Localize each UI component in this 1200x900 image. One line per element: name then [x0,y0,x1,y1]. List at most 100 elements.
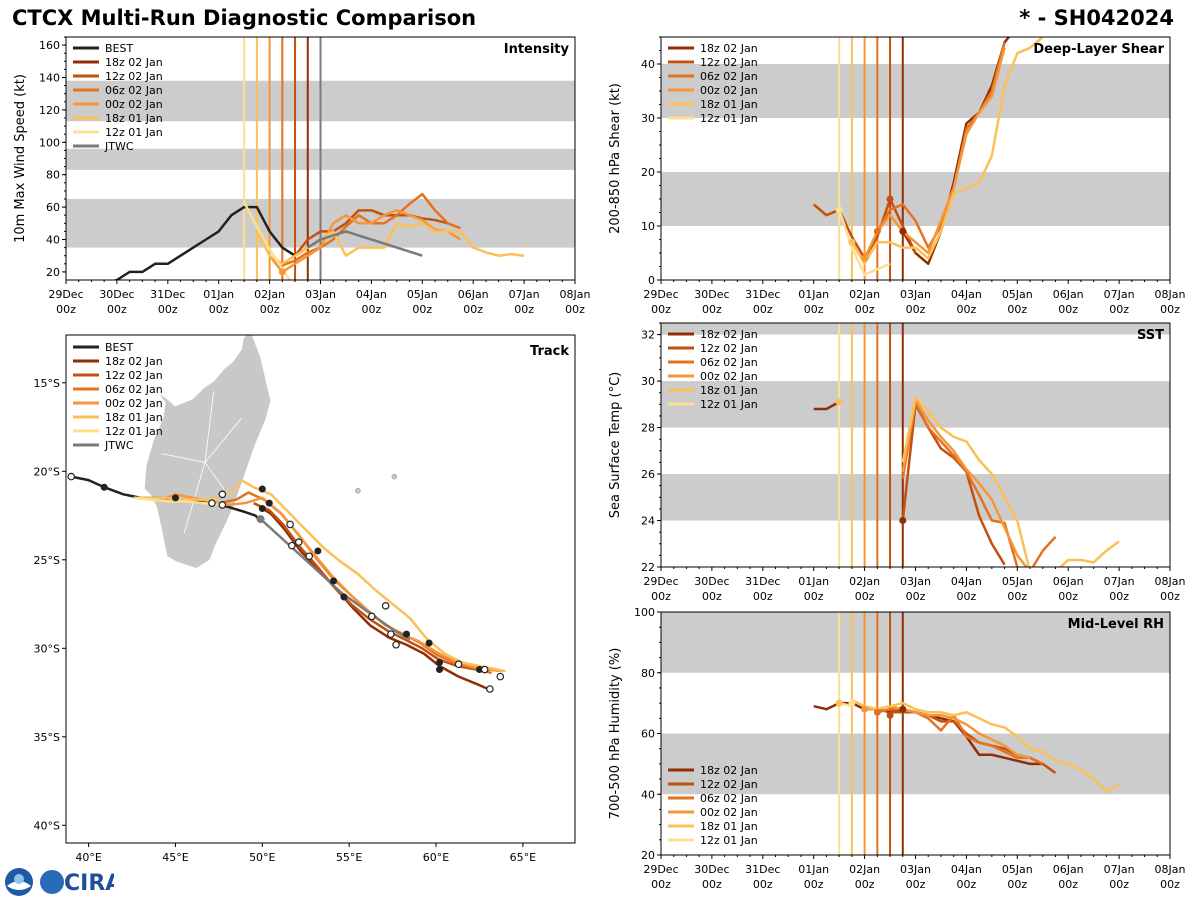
y-tick-label: 20 [641,166,655,179]
marker-18z-02-jan [899,517,907,525]
marker-00z-02-jan [278,268,286,276]
marker-18z-02-jan [899,705,907,713]
x-tick-hour: 00z [702,303,722,316]
series-line-00z-02-jan [863,47,1006,259]
shaded-band [661,612,1170,673]
x-tick-hour: 00z [957,590,977,603]
y-tick-label: 15°S [34,377,60,390]
y-tick-label: 28 [641,422,655,435]
legend-label-06z-02-jan: 06z 02 Jan [105,383,163,396]
admin-boundary [161,453,206,463]
x-tick-label: 07Jan [1104,575,1135,588]
track-point-open [208,499,216,507]
legend-label-12z-02-jan: 12z 02 Jan [105,369,163,382]
series-line-18z-01-jan [255,222,525,266]
x-tick-label: 06Jan [1053,575,1084,588]
x-tick-label: 29Dec [643,288,678,301]
y-tick-label: 40°S [34,819,60,832]
logo-text: CIRA [64,871,114,896]
y-tick-label: 40 [641,58,655,71]
track-point-filled [265,499,273,507]
sst-panel: 22 24 26 28 30 32 29Dec 00z 30Dec 00z 31Dec 00z 01Ja… [608,322,1185,603]
legend-label-00z-02-jan: 00z 02 Jan [700,84,758,97]
shaded-band [661,474,1170,521]
legend-label-jtwc: JTWC [104,439,134,452]
x-tick-label: 04Jan [951,863,982,876]
y-tick-label: 0 [648,274,655,287]
legend-label-18z-02-jan: 18z 02 Jan [700,764,758,777]
track-line-12z-01-jan [133,496,221,507]
track-point-filled [258,485,266,493]
y-tick-label: 80 [46,169,60,182]
x-tick-hour: 00z [855,303,875,316]
track-point-open [480,665,489,674]
series-line-18z-01-jan [851,698,1120,793]
series-line-00z-02-jan [901,398,1028,567]
admin-boundary [204,417,242,463]
x-tick-hour: 00z [1058,590,1078,603]
x-tick-hour: 00z [651,878,671,891]
legend-label-18z-01-jan: 18z 01 Jan [700,98,758,111]
x-tick-hour: 00z [753,878,773,891]
x-tick-hour: 00z [1160,303,1180,316]
legend-label-00z-02-jan: 00z 02 Jan [105,98,163,111]
x-tick-label: 40°E [75,851,101,864]
track-panel: 40°E 45°E 50°E 55°E 60°E 65°E 15°S 20°S 25°S 30°S… [34,334,576,864]
track-point-open [67,472,76,481]
island-reunion [355,488,361,494]
x-tick-hour: 00z [906,303,926,316]
admin-boundary [204,391,215,463]
x-tick-label: 04Jan [951,575,982,588]
y-tick-label: 20°S [34,465,60,478]
track-point-open [381,602,390,610]
legend-label-06z-02-jan: 06z 02 Jan [105,84,163,97]
y-tick-label: 30 [641,112,655,125]
track-point-filled [171,494,179,502]
storm-id: * - SH042024 [1019,6,1174,30]
marker-06z-02-jan [873,708,881,716]
legend-label-18z-01-jan: 18z 01 Jan [105,411,163,424]
x-tick-hour: 00z [906,878,926,891]
legend-label-12z-02-jan: 12z 02 Jan [700,778,758,791]
x-tick-label: 01Jan [798,575,829,588]
legend-label-18z-02-jan: 18z 02 Jan [105,355,163,368]
legend-label-12z-01-jan: 12z 01 Jan [700,112,758,125]
series-line-12z-02-jan [294,209,449,257]
x-tick-label: 03Jan [900,863,931,876]
track-point-filled [402,630,410,638]
x-tick-hour: 00z [702,590,722,603]
intensity-panel: 20 40 60 80 100 120 140 160 29Dec 00z 30Dec 00z 31De… [13,36,590,316]
legend-label-18z-01-jan: 18z 01 Jan [105,112,163,125]
shaded-band [661,172,1170,226]
track-point-filled [314,547,322,555]
legend-label-00z-02-jan: 00z 02 Jan [700,806,758,819]
x-tick-hour: 00z [753,303,773,316]
y-axis-label: Sea Surface Temp (°C) [608,372,623,519]
x-tick-label: 06Jan [458,288,489,301]
rh-plot-area [661,612,1170,855]
x-tick-label: 07Jan [1104,288,1135,301]
x-tick-hour: 00z [1109,303,1129,316]
x-tick-label: 30Dec [694,863,729,876]
y-tick-label: 120 [39,104,60,117]
panel-title: Track [530,344,569,359]
shaded-band [661,323,1170,335]
x-tick-label: 29Dec [48,288,83,301]
x-tick-label: 03Jan [900,288,931,301]
x-tick-label: 30Dec [694,288,729,301]
x-tick-label: 05Jan [1002,863,1033,876]
series-line-jtwc [307,230,423,257]
x-tick-hour: 00z [1109,590,1129,603]
track-point-open [387,630,395,638]
track-point-filled [435,658,443,666]
legend-label-12z-02-jan: 12z 02 Jan [700,342,758,355]
legend-label-12z-01-jan: 12z 01 Jan [700,398,758,411]
y-tick-label: 10 [641,220,655,233]
panel-title: SST [1137,328,1164,343]
x-tick-hour: 00z [1058,303,1078,316]
x-tick-hour: 00z [56,303,76,316]
series-line-18z-01-jan [901,396,1120,567]
x-tick-hour: 00z [311,303,331,316]
x-tick-label: 31Dec [745,863,780,876]
